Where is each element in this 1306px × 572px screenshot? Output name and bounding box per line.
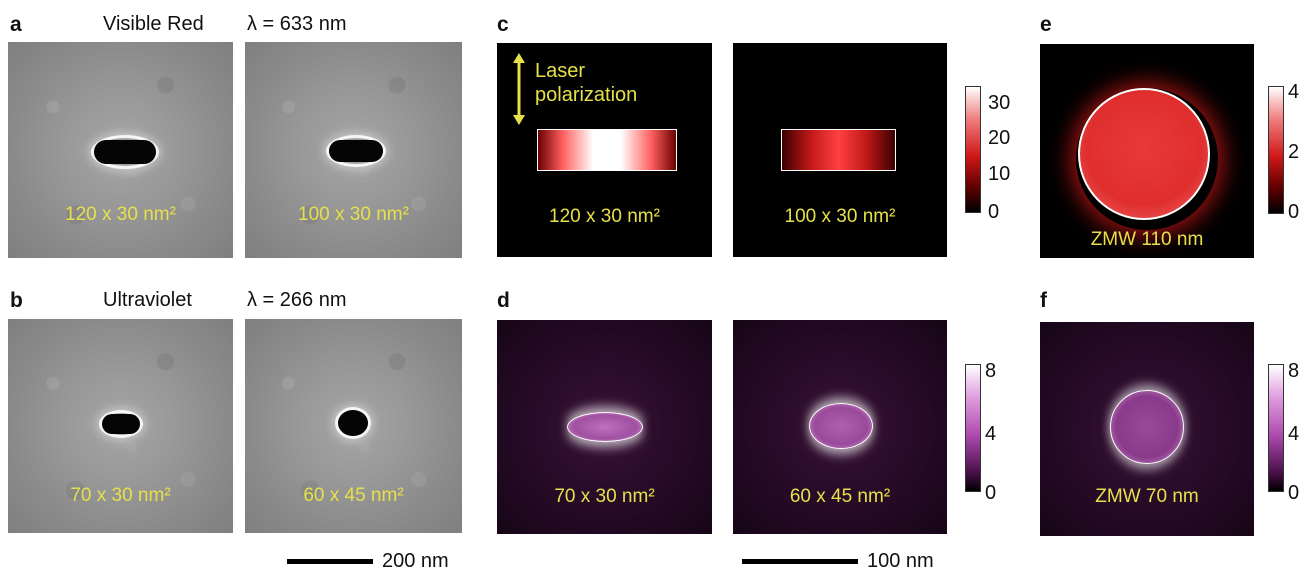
sem-image-a2: 100 x 30 nm² — [245, 42, 462, 258]
colorbar-tick: 8 — [1288, 360, 1300, 382]
scale-bar-sim — [742, 559, 858, 564]
aperture-hole — [338, 410, 368, 436]
colorbar-f — [1268, 364, 1284, 492]
panel-a-wavelength: λ = 633 nm — [247, 13, 347, 35]
panel-letter-c: c — [497, 13, 509, 36]
image-label: 120 x 30 nm² — [65, 204, 176, 225]
scale-bar-sem-label: 200 nm — [382, 550, 449, 572]
colorbar-tick: 0 — [1288, 201, 1300, 223]
colorbar-tick: 0 — [988, 201, 1000, 223]
polarization-arrow-icon — [513, 53, 525, 125]
colorbar-tick: 4 — [985, 423, 997, 445]
aperture-field — [537, 129, 677, 171]
polarization-label-line2: polarization — [535, 84, 638, 106]
simulation-map-c2: 100 x 30 nm² — [733, 43, 947, 257]
colorbar-c — [965, 86, 981, 213]
aperture-field — [809, 403, 873, 449]
image-label: 70 x 30 nm² — [70, 485, 171, 506]
scale-bar-sem — [287, 559, 373, 564]
image-label: ZMW 70 nm — [1095, 486, 1199, 507]
aperture-field — [1078, 88, 1210, 220]
aperture-field — [567, 412, 643, 442]
scale-bar-sim-label: 100 nm — [867, 550, 934, 572]
aperture-hole — [94, 140, 156, 164]
image-label: ZMW 110 nm — [1090, 229, 1204, 250]
polarization-label-line1: Laser — [535, 60, 586, 82]
sem-image-a1: 120 x 30 nm² — [8, 42, 233, 258]
colorbar-tick: 0 — [1288, 482, 1300, 504]
colorbar-tick: 2 — [1288, 141, 1300, 163]
colorbar-tick: 20 — [988, 127, 1011, 149]
image-label: 60 x 45 nm² — [789, 486, 891, 507]
panel-letter-e: e — [1040, 13, 1052, 36]
polarization-label: Laser polarization — [535, 59, 637, 107]
colorbar-d — [965, 364, 981, 492]
simulation-map-d1: 70 x 30 nm² — [497, 320, 712, 534]
colorbar-e — [1268, 86, 1284, 214]
sem-image-b1: 70 x 30 nm² — [8, 319, 233, 533]
panel-letter-f: f — [1040, 289, 1047, 312]
colorbar-tick: 8 — [985, 360, 997, 382]
aperture-hole — [102, 414, 140, 434]
colorbar-tick: 4 — [1288, 81, 1300, 103]
aperture-hole — [329, 140, 383, 162]
simulation-map-c1: Laser polarization 120 x 30 nm² — [497, 43, 712, 257]
colorbar-tick: 10 — [988, 163, 1011, 185]
panel-b-wavelength: λ = 266 nm — [247, 289, 347, 311]
panel-letter-d: d — [497, 289, 510, 312]
panel-b-title: Ultraviolet — [103, 289, 192, 311]
colorbar-tick: 0 — [985, 482, 997, 504]
image-label: 120 x 30 nm² — [549, 206, 660, 227]
panel-letter-b: b — [10, 289, 23, 312]
aperture-field — [1110, 390, 1184, 464]
simulation-map-e: ZMW 110 nm — [1040, 44, 1254, 258]
image-label: 100 x 30 nm² — [298, 204, 409, 225]
sem-image-b2: 60 x 45 nm² — [245, 319, 462, 533]
aperture-field — [781, 129, 896, 171]
image-label: 60 x 45 nm² — [303, 485, 404, 506]
simulation-map-f: ZMW 70 nm — [1040, 322, 1254, 536]
image-label: 70 x 30 nm² — [554, 486, 655, 507]
image-label: 100 x 30 nm² — [784, 206, 896, 227]
panel-a-title: Visible Red — [103, 13, 204, 35]
panel-letter-a: a — [10, 13, 22, 36]
simulation-map-d2: 60 x 45 nm² — [733, 320, 947, 534]
colorbar-tick: 4 — [1288, 423, 1300, 445]
colorbar-tick: 30 — [988, 92, 1011, 114]
